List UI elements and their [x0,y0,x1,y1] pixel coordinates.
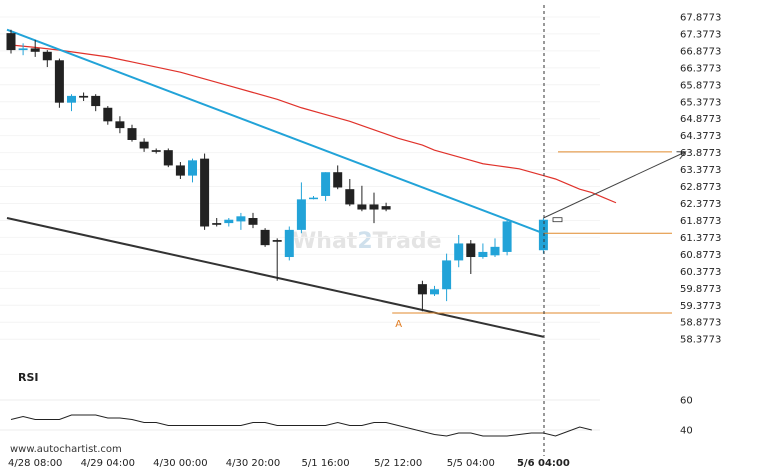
candle-body [103,107,113,122]
time-tick-label: 4/30 20:00 [226,458,280,469]
price-tick-label: 64.8773 [680,114,721,125]
candle-body [381,206,391,210]
price-tick-label: 65.8773 [680,80,721,91]
candle-body [236,216,246,222]
price-tick-label: 61.8773 [680,216,721,227]
candle-body [188,160,197,176]
lower-trendline [6,217,544,338]
candle-body [538,219,548,251]
price-tick-label: 59.8773 [680,284,721,295]
candle-body [139,141,149,149]
candle-body [296,199,306,230]
price-tick-label: 63.3773 [680,165,721,176]
rsi-pane: 60 40 [0,396,693,437]
time-tick-label: 5/5 04:00 [447,458,495,469]
time-axis: 4/28 08:00 4/29 04:00 4/30 00:00 4/30 20:00… [8,458,570,469]
time-tick-label: 5/2 12:00 [374,458,422,469]
candle-body [502,221,512,252]
price-tick-label: 67.3773 [680,29,721,40]
candle-body [490,246,500,256]
price-tick-label: 62.3773 [680,199,721,210]
price-tick-label: 61.3773 [680,233,721,244]
moving-average-layer [10,44,617,204]
candle-body [151,150,161,152]
rsi-line [10,414,592,437]
watermark: What2Trade [292,229,442,254]
price-tick-label: 67.8773 [680,12,721,23]
time-tick-label: 4/29 04:00 [81,458,135,469]
candle-body [163,150,173,166]
price-tick-label: 63.8773 [680,148,721,159]
rsi-tick-label: 60 [680,396,693,407]
candle-body [357,204,367,210]
candle-body [333,172,343,188]
price-tick-label: 59.3773 [680,301,721,312]
candle-body [417,284,427,295]
price-tick-label: 60.8773 [680,250,721,261]
price-tick-label: 58.8773 [680,318,721,329]
candle-body [224,219,234,224]
price-tick-label: 60.3773 [680,267,721,278]
candle-body [309,197,318,200]
candle-body [466,243,476,258]
candle-body [79,95,89,98]
time-tick-label: 4/28 08:00 [8,458,62,469]
rsi-tick-label: 40 [680,426,693,437]
candles-layer [6,29,548,312]
time-tick-label: 4/30 00:00 [153,458,207,469]
candle-body [6,33,16,51]
point-a-label: A [395,319,402,330]
candle-body [54,60,64,103]
price-tick-label: 65.3773 [680,97,721,108]
price-tick-label: 66.8773 [680,46,721,57]
price-marker [552,217,563,223]
candle-body [284,229,294,258]
candle-body [478,251,488,258]
watermark-text: What2Trade [292,229,442,254]
rsi-title: RSI [18,371,39,384]
candle-body [369,204,379,210]
trendline-layer [6,28,544,338]
price-tick-label: 64.3773 [680,131,721,142]
candle-body [345,189,355,205]
candle-body [248,218,258,225]
candle-body [115,121,125,129]
candle-body [442,260,452,290]
forecast-arrow-head [676,151,687,160]
site-url: www.autochartist.com [10,444,122,455]
price-gridlines [0,16,600,340]
moving-average-line [10,44,617,204]
time-tick-label: 5/6 04:00 [517,458,570,469]
candle-body [430,289,439,295]
candle-body [175,165,185,176]
price-tick-label: 58.3773 [680,335,721,346]
time-tick-label: 5/1 16:00 [302,458,350,469]
candle-body [30,48,40,52]
candle-body [91,95,101,107]
candle-body [42,51,52,61]
candle-body [260,229,270,246]
candle-body [321,172,331,196]
price-tick-label: 62.8773 [680,182,721,193]
price-axis: 67.8773 67.3773 66.8773 66.3773 65.8773 65.37… [680,12,721,345]
levels-layer: A [392,151,687,330]
candle-body [454,243,464,261]
candle-body [127,128,137,140]
candle-body [272,240,282,242]
price-tick-label: 66.3773 [680,63,721,74]
upper-trendline [6,28,544,235]
candle-body [200,158,210,227]
candle-body [67,95,76,103]
forecast-arrow-line [543,151,686,219]
candle-body [18,48,28,51]
candle-body [212,223,222,225]
